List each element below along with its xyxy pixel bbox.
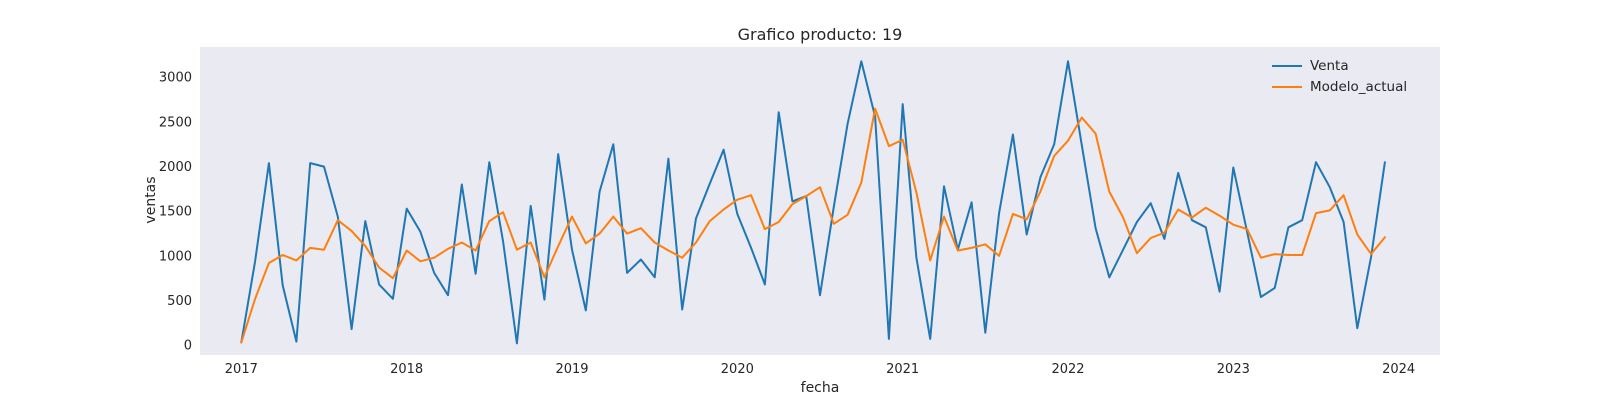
x-tick-label: 2020 [721, 362, 754, 377]
y-tick-label: 1500 [159, 205, 192, 220]
x-tick-labels: 2017 2018 2019 2020 2021 2022 2023 2024 [225, 362, 1415, 377]
x-tick-label: 2023 [1217, 362, 1250, 377]
series-line-venta [240, 60, 1386, 345]
x-tick-label: 2024 [1382, 362, 1415, 377]
legend-label: Venta [1310, 58, 1349, 74]
x-tick-label: 2018 [390, 362, 423, 377]
x-tick-label: 2022 [1051, 362, 1084, 377]
y-tick-labels: 0 500 1000 1500 2000 2500 3000 [159, 71, 192, 354]
series-lines [240, 60, 1386, 345]
y-tick-label: 0 [184, 339, 192, 354]
y-tick-label: 3000 [159, 71, 192, 86]
x-tick-label: 2017 [225, 362, 258, 377]
y-axis-label: ventas [143, 176, 159, 223]
y-tick-label: 2500 [159, 115, 192, 130]
x-tick-label: 2019 [555, 362, 588, 377]
legend-label: Modelo_actual [1310, 79, 1407, 95]
y-tick-label: 2000 [159, 160, 192, 175]
plot-area [200, 47, 1440, 355]
y-tick-label: 1000 [159, 249, 192, 264]
x-tick-label: 2021 [886, 362, 919, 377]
series-line-modelo-actual [240, 107, 1386, 344]
chart-title: Grafico producto: 19 [738, 25, 903, 44]
x-axis-label: fecha [801, 380, 840, 396]
legend: Venta Modelo_actual [1272, 58, 1407, 95]
y-tick-label: 500 [167, 294, 192, 309]
